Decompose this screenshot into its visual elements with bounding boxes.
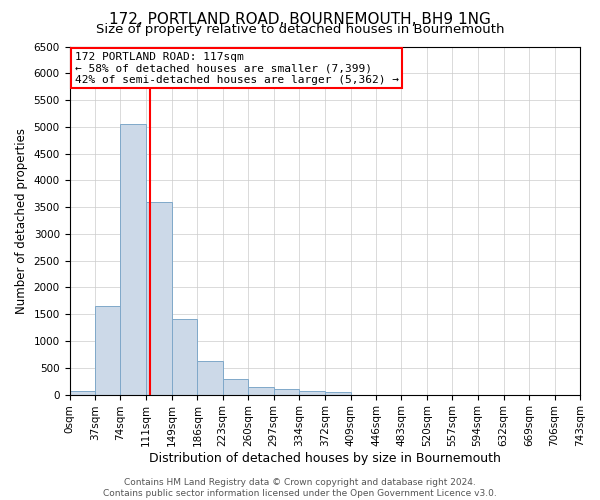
Text: Contains HM Land Registry data © Crown copyright and database right 2024.
Contai: Contains HM Land Registry data © Crown c… <box>103 478 497 498</box>
Bar <box>248 387 274 394</box>
Bar <box>325 392 350 394</box>
Bar <box>299 390 325 394</box>
Bar <box>95 306 121 394</box>
Bar <box>146 202 172 394</box>
Y-axis label: Number of detached properties: Number of detached properties <box>15 128 28 314</box>
Bar <box>70 390 95 394</box>
Text: Size of property relative to detached houses in Bournemouth: Size of property relative to detached ho… <box>96 22 504 36</box>
Bar <box>223 379 248 394</box>
X-axis label: Distribution of detached houses by size in Bournemouth: Distribution of detached houses by size … <box>149 452 501 465</box>
Bar <box>197 362 223 394</box>
Text: 172, PORTLAND ROAD, BOURNEMOUTH, BH9 1NG: 172, PORTLAND ROAD, BOURNEMOUTH, BH9 1NG <box>109 12 491 28</box>
Text: 172 PORTLAND ROAD: 117sqm
← 58% of detached houses are smaller (7,399)
42% of se: 172 PORTLAND ROAD: 117sqm ← 58% of detac… <box>74 52 398 85</box>
Bar <box>274 388 299 394</box>
Bar <box>172 319 197 394</box>
Bar <box>121 124 146 394</box>
